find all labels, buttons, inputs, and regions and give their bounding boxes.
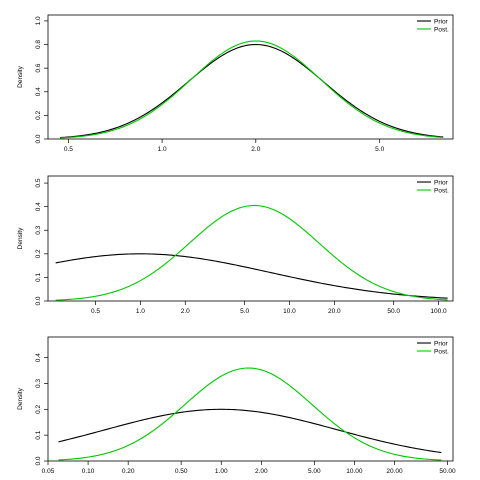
x-tick-label: 5.0 (375, 146, 384, 153)
legend-label: Prior (434, 340, 449, 347)
y-tick-label: 0.3 (35, 225, 42, 234)
x-tick-label: 1.0 (136, 308, 145, 315)
y-tick-label: 0.2 (35, 404, 42, 413)
x-tick-label: 10.0 (283, 308, 296, 315)
series-line-prior (58, 408, 442, 454)
y-tick-label: 0.2 (35, 249, 42, 258)
legend-label: Post. (434, 26, 449, 33)
y-tick-label: 0.5 (35, 178, 42, 187)
x-tick-label: 100.0 (430, 308, 447, 315)
x-tick-label: 0.5 (91, 308, 100, 315)
legend-label: Prior (434, 179, 449, 186)
y-tick-label: 0.4 (35, 353, 42, 362)
plot-panel-3: 0.05 0.10 0.20 0.50 1.00 2.00 5.00 10.00 20.00 50… (17, 336, 456, 475)
y-tick-label: 0.8 (35, 40, 42, 49)
y-axis-label: Density (17, 227, 24, 249)
x-tick-label: 20.0 (328, 308, 341, 315)
x-tick-label: 5.00 (308, 468, 321, 475)
x-tick-label: 20.00 (386, 468, 403, 475)
y-axis-label: Density (17, 65, 24, 87)
series-line-post (60, 40, 444, 139)
y-tick-label: 0.6 (35, 63, 42, 72)
y-tick-label: 0.0 (35, 456, 42, 465)
x-tick-label: 50.0 (387, 308, 400, 315)
x-tick-label: 50.00 (439, 468, 456, 475)
plot-panel-1: 0.5 1.0 2.0 5.0 0.0 0.2 0.4 0.6 0.8 1.0 Density Pri… (17, 14, 454, 153)
x-tick-label: 0.5 (64, 146, 73, 153)
x-tick-label: 2.0 (181, 308, 190, 315)
plot-frame (47, 14, 454, 140)
x-tick-label: 1.00 (215, 468, 228, 475)
plot-frame (47, 175, 454, 302)
y-tick-label: 0.0 (35, 134, 42, 143)
x-tick-label: 0.05 (42, 468, 55, 475)
series-line-post (58, 367, 442, 461)
y-tick-label: 0.3 (35, 379, 42, 388)
legend-label: Post. (434, 348, 449, 355)
y-tick-label: 0.0 (35, 296, 42, 305)
series-line-prior (55, 253, 448, 299)
x-tick-label: 10.00 (346, 468, 363, 475)
legend-label: Post. (434, 187, 449, 194)
plot-frame (47, 336, 454, 462)
plot-panel-2: 0.5 1.0 2.0 5.0 10.0 20.0 50.0 100.0 0.0 0.1 0.2 0.… (17, 175, 454, 315)
y-tick-label: 0.1 (35, 273, 42, 282)
y-tick-label: 0.4 (35, 202, 42, 211)
y-axis-label: Density (17, 387, 24, 409)
y-tick-label: 0.2 (35, 110, 42, 119)
y-tick-label: 1.0 (35, 16, 42, 25)
x-tick-label: 0.10 (82, 468, 95, 475)
x-tick-label: 0.20 (122, 468, 135, 475)
series-line-prior (59, 43, 444, 139)
x-tick-label: 2.00 (255, 468, 268, 475)
x-tick-label: 2.0 (251, 146, 260, 153)
legend-label: Prior (434, 18, 449, 25)
x-tick-label: 5.0 (240, 308, 249, 315)
x-tick-label: 1.0 (158, 146, 167, 153)
y-tick-label: 0.1 (35, 430, 42, 439)
x-tick-label: 0.50 (175, 468, 188, 475)
y-tick-label: 0.4 (35, 87, 42, 96)
series-line-post (55, 204, 448, 301)
